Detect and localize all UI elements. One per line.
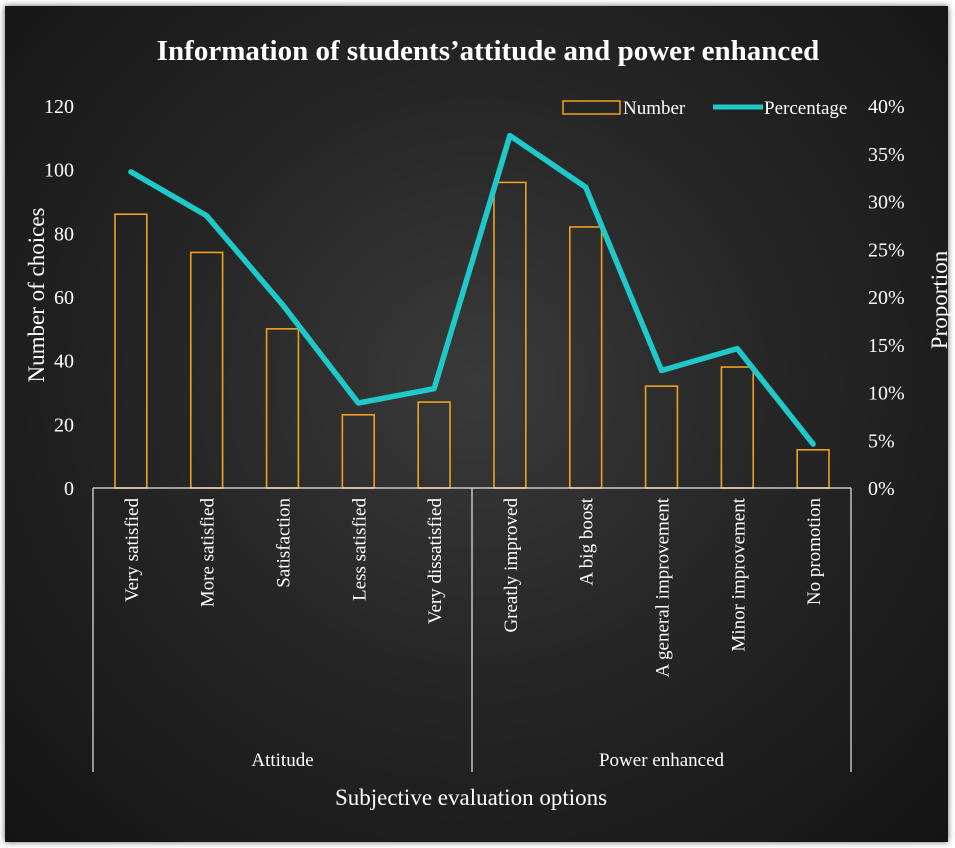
- bar: [493, 181, 527, 489]
- x-tick-label: Minor improvement: [728, 497, 749, 651]
- x-tick-label: A general improvement: [653, 497, 674, 677]
- y-axis-title: Number of choices: [24, 207, 49, 382]
- legend-percentage-label: Percentage: [764, 98, 847, 119]
- x-tick-label: A big boost: [577, 497, 598, 585]
- bar: [265, 328, 300, 489]
- x-tick-label: Greatly improved: [501, 498, 522, 633]
- y-tick-label: 120: [44, 96, 74, 118]
- y2-tick-label: 5%: [868, 430, 895, 452]
- x-axis-title: Subjective evaluation options: [335, 785, 607, 810]
- chart-title: Information of students’attitude and pow…: [157, 35, 819, 67]
- y2-tick-label: 10%: [868, 383, 905, 405]
- legend: Number Percentage: [562, 98, 847, 119]
- y2-tick-label: 40%: [868, 96, 905, 118]
- x-axis: Very satisfied More satisfied Satisfaction…: [92, 487, 852, 772]
- bar: [644, 385, 679, 489]
- legend-number-label: Number: [623, 98, 686, 119]
- y-tick-label: 20: [54, 414, 74, 436]
- bars-series: [114, 181, 830, 489]
- bar: [114, 213, 148, 489]
- x-tick-label: Satisfaction: [274, 498, 295, 588]
- y2-tick-label: 0%: [868, 478, 895, 500]
- y-tick-label: 40: [54, 351, 74, 373]
- bar: [720, 366, 755, 489]
- y2-tick-label: 25%: [868, 239, 905, 261]
- y2-tick-label: 20%: [868, 287, 905, 309]
- x-tick-label: Very satisfied: [122, 498, 143, 602]
- chart-area: [5, 6, 948, 842]
- y-tick-label: 100: [44, 160, 74, 182]
- legend-number-swatch: [562, 100, 621, 115]
- bar: [796, 448, 830, 489]
- group-label: Power enhanced: [599, 750, 725, 771]
- bar: [568, 226, 603, 489]
- bar: [189, 251, 224, 489]
- y-tick-label: 80: [54, 223, 74, 245]
- x-tick-label: More satisfied: [198, 498, 219, 608]
- y2-axis-title: Proportion: [927, 250, 952, 349]
- y-tick-label: 0: [64, 478, 74, 500]
- y2-axis-ticks: 0% 5% 10% 15% 20% 25% 30% 35% 40%: [868, 96, 905, 500]
- group-label: Attitude: [251, 750, 313, 771]
- y2-tick-label: 30%: [868, 192, 905, 214]
- y-axis-ticks: 0 20 40 60 80 100 120: [44, 96, 74, 500]
- x-tick-label: Very dissatisfied: [425, 498, 446, 625]
- y2-tick-label: 15%: [868, 335, 905, 357]
- y2-tick-label: 35%: [868, 144, 905, 166]
- y-tick-label: 60: [54, 287, 74, 309]
- bar: [417, 401, 451, 489]
- percentage-series: [128, 132, 816, 447]
- x-tick-label: Less satisfied: [349, 498, 370, 601]
- percentage-line: [128, 132, 816, 447]
- bar: [341, 413, 376, 489]
- x-tick-label: No promotion: [804, 498, 825, 606]
